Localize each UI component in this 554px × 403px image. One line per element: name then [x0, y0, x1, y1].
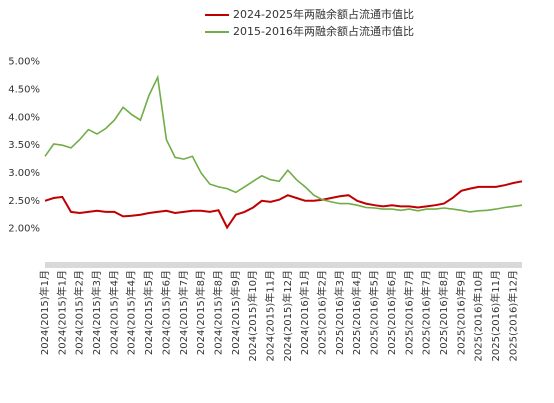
x-tick-label: 2025(2016)年7月 — [402, 270, 415, 355]
x-tick-label: 2024(2015)年5月 — [142, 270, 155, 355]
x-tick-label: 2024(2015)年9月 — [229, 270, 242, 355]
y-tick-label: 5.00% — [8, 57, 40, 68]
y-tick-label: 4.50% — [8, 85, 40, 96]
x-tick-label: 2024(2015)年4月 — [107, 270, 120, 355]
legend-label: 2024-2025年两融余额占流通市值比 — [233, 7, 414, 21]
x-tick-label: 2024(2015)年8月 — [194, 270, 207, 355]
x-tick-label: 2024(2015)年7月 — [177, 270, 190, 355]
legend-label: 2015-2016年两融余额占流通市值比 — [233, 24, 414, 38]
x-tick-label: 2025(2016)年10月 — [472, 270, 485, 361]
x-tick-label: 2025(2016)年4月 — [350, 270, 363, 355]
x-tick-label: 2025(2016)年12月 — [506, 270, 519, 361]
x-tick-label: 2025(2016)年11月 — [489, 270, 502, 361]
x-axis-band — [45, 262, 522, 268]
x-tick-label: 2024(2015)年2月 — [73, 270, 86, 355]
series-line — [44, 74, 523, 213]
x-tick-label: 2025(2016)年3月 — [333, 270, 346, 355]
y-tick-label: 2.50% — [8, 196, 40, 207]
x-tick-label: 2024(2015)年1月 — [38, 270, 51, 355]
x-tick-label: 2024(2015)年12月 — [281, 270, 294, 361]
x-tick-label: 2025(2016)年6月 — [385, 270, 398, 355]
x-tick-label: 2024(2015)年8月 — [211, 270, 224, 355]
series-line — [44, 180, 523, 230]
x-tick-label: 2025(2016)年9月 — [454, 270, 467, 355]
x-tick-label: 2024(2015)年10月 — [246, 270, 259, 361]
x-tick-label: 2024(2015)年3月 — [90, 270, 103, 355]
x-tick-label: 2025(2016)年2月 — [316, 270, 329, 355]
x-tick-label: 2025(2016)年5月 — [368, 270, 381, 355]
x-tick-label: 2025(2016)年7月 — [420, 270, 433, 355]
x-tick-label: 2025(2016)年8月 — [437, 270, 450, 355]
x-tick-label: 2024(2016)年1月 — [298, 270, 311, 355]
x-tick-label: 2024(2015)年1月 — [55, 270, 68, 355]
x-tick-label: 2024(2015)年4月 — [125, 270, 138, 355]
y-tick-label: 4.00% — [8, 112, 40, 123]
y-tick-label: 3.00% — [8, 168, 40, 179]
y-tick-label: 3.50% — [8, 140, 40, 151]
y-tick-label: 2.00% — [8, 224, 40, 235]
x-tick-label: 2024(2015)年11月 — [263, 270, 276, 361]
x-tick-label: 2024(2015)年6月 — [159, 270, 172, 355]
